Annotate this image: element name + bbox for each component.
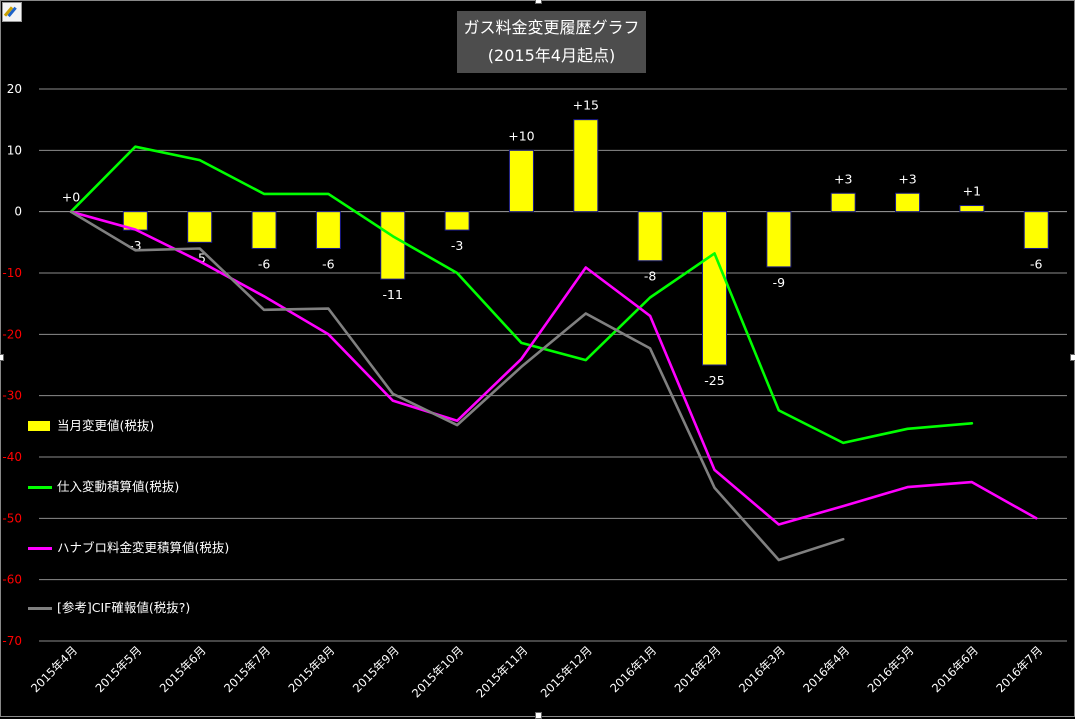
line-series [69,145,1038,562]
line-series-1 [69,210,1038,526]
x-tick-label: 2015年4月 [28,643,80,695]
bar-series [122,119,1049,366]
chart-title-line-1: ガス料金変更履歴グラフ [463,18,640,37]
x-tick-label: 2016年2月 [672,643,724,695]
bar-4 [315,211,341,249]
legend-swatch-gray [28,607,52,610]
x-tick-label: 2016年4月 [800,643,852,695]
x-axis-tick-labels: 2015年4月 2015年5月 2015年6月 2015年7月 2015年8月 2015年… [28,643,1045,700]
resize-handle-top[interactable] [535,0,542,4]
y-tick-label: 20 [7,82,22,96]
line-series-2 [69,210,845,562]
bar-label-10: -25 [704,373,724,388]
bar-13 [895,192,921,213]
x-tick-label: 2015年5月 [92,643,144,695]
x-tick-label: 2015年8月 [285,643,337,695]
bar-label-14: +1 [963,184,981,199]
legend-swatch-yellow [28,421,50,431]
bar-label-4: -6 [322,256,335,271]
bar-11 [766,211,792,268]
x-tick-label: 2016年5月 [865,643,917,695]
y-tick-label: -10 [2,266,22,280]
chart-title[interactable]: ガス料金変更履歴グラフ (2015年4月起点) [457,11,646,73]
bar-label-7: +10 [508,128,534,143]
y-tick-label: -50 [2,511,22,525]
x-tick-label: 2015年12月 [538,643,595,700]
x-tick-label: 2016年7月 [993,643,1045,695]
bar-10 [702,211,727,366]
resize-handle-right[interactable] [1070,354,1075,361]
legend-swatch-magenta [28,547,52,550]
x-tick-label: 2016年6月 [929,643,981,695]
chart-paintbrush-icon[interactable] [2,2,22,22]
legend-label-magenta: ハナブロ料金変更積算値(税抜) [57,540,230,555]
bar-8 [573,119,599,213]
x-tick-label: 2015年6月 [157,643,209,695]
y-tick-label: -60 [2,573,22,587]
bar-label-8: +15 [573,98,599,113]
x-tick-label: 2015年11月 [473,643,530,700]
bar-9 [637,211,663,262]
y-tick-label: 0 [14,205,22,219]
bar-5 [380,211,406,280]
legend-label-green: 仕入変動積算値(税抜) [57,479,180,494]
bar-label-3: -6 [258,256,271,271]
resize-handle-left[interactable] [0,354,4,361]
x-tick-label: 2015年7月 [221,643,273,695]
bar-3 [251,211,277,249]
y-tick-label: 10 [7,143,22,157]
bar-label-11: -9 [773,275,786,290]
bar-label-12: +3 [834,171,852,186]
bar-label-9: -8 [644,269,657,284]
line-series-0 [69,145,974,445]
bar-label-0: +0 [62,190,80,205]
y-tick-label: -70 [2,634,22,648]
bar-label-5: -11 [383,287,403,302]
y-tick-label: -40 [2,450,22,464]
x-tick-label: 2016年3月 [736,643,788,695]
grid-lines [39,88,1067,642]
legend-swatch-green [28,486,52,489]
bar-6 [444,211,470,231]
chart-title-line-2: (2015年4月起点) [487,46,616,65]
x-tick-label: 2015年9月 [350,643,402,695]
bar-14 [959,205,985,213]
legend-label-bar: 当月変更値(税抜) [57,418,155,433]
bar-label-13: +3 [898,171,916,186]
bar-data-labels: +0-3-5 -6 -6-11-3+10+15-8-25-9+3 +3+1-6 [62,98,1043,388]
bar-label-15: -6 [1030,256,1043,271]
bar-15 [1023,211,1049,249]
bar-12 [830,192,856,213]
bar-7 [508,149,534,213]
y-tick-label: -30 [2,389,22,403]
x-tick-label: 2015年10月 [409,643,466,700]
bar-2 [187,211,213,243]
y-axis-tick-labels: 20 10 0 -10 -20 -30 -40 -50 -60 -70 [2,82,22,648]
y-tick-label: -20 [2,327,22,341]
x-tick-label: 2016年1月 [607,643,659,695]
bar-label-6: -3 [451,238,463,253]
legend-label-gray: [参考]CIF確報値(税抜?) [57,600,191,615]
